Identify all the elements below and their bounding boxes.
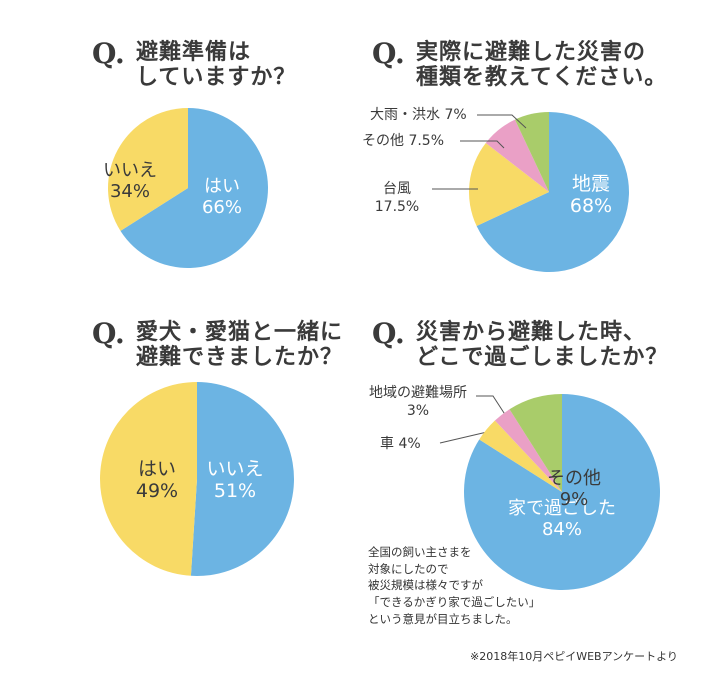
slice-label-0: いいえ <box>206 458 263 480</box>
pie-slice-1 <box>100 382 197 576</box>
question-4-text: 災害から避難した時、 どこで過ごしましたか？ <box>416 320 669 371</box>
leader-line-local <box>476 395 507 417</box>
slice-label-1: はい <box>138 458 176 480</box>
q-mark: Q. <box>92 37 125 70</box>
label-other: その他 7.5% <box>362 133 445 149</box>
slice-value-3: 9% <box>560 489 589 510</box>
slice-value-1: 49% <box>136 480 178 502</box>
pie-slice-0 <box>476 112 629 272</box>
slice-value-1: 34% <box>110 181 150 202</box>
pie-slice-1 <box>479 420 562 492</box>
q-mark: Q. <box>92 317 125 350</box>
pie-slice-1 <box>108 108 188 231</box>
pie-slice-2 <box>494 409 562 492</box>
slice-value-0: 68% <box>570 195 612 217</box>
slice-label-3: その他 <box>547 468 601 489</box>
q-mark: Q. <box>372 37 405 70</box>
pie-slice-2 <box>485 119 549 192</box>
question-1: Q. 避難準備は していますか？ <box>92 37 352 108</box>
slice-value-0: 51% <box>214 480 256 502</box>
question-4: Q. 災害から避難した時、 どこで過ごしましたか？ <box>372 317 702 388</box>
source-footnote: ※2018年10月ペピイWEBアンケートより <box>470 650 678 663</box>
q-mark: Q. <box>372 317 405 350</box>
slice-label-0: 地震 <box>572 173 610 195</box>
slice-value-0: 84% <box>542 519 582 540</box>
question-2-text: 実際に避難した災害の 種類を教えてください。 <box>416 40 668 91</box>
label-heavy-rain: 大雨・洪水 7% <box>370 107 467 123</box>
pie-slice-0 <box>190 382 295 576</box>
slice-value-0: 66% <box>202 197 242 218</box>
label-car: 車 4% <box>380 436 421 452</box>
pie-slice-1 <box>469 142 549 227</box>
leader-line-rain <box>477 114 527 129</box>
label-local-shelter: 地域の避難場所 3% <box>369 385 467 420</box>
slice-label-1: いいえ <box>103 160 157 181</box>
pie-slice-0 <box>120 108 268 268</box>
leader-line-car <box>439 431 488 444</box>
pie-slice-3 <box>514 112 549 192</box>
pie-slice-3 <box>509 394 562 492</box>
question-1-text: 避難準備は していますか？ <box>136 40 297 91</box>
question-2: Q. 実際に避難した災害の 種類を教えてください。 <box>372 37 702 108</box>
label-typhoon: 台風 17.5% <box>374 181 420 216</box>
question-3: Q. 愛犬・愛猫と一緒に 避難できましたか？ <box>92 317 352 388</box>
slice-label-0: 家で過ごした <box>508 498 616 519</box>
question-3-text: 愛犬・愛猫と一緒に 避難できましたか？ <box>136 320 344 371</box>
survey-note: 全国の飼い主さまを 対象にしたので 被災規模は様々ですが 「できるかぎり家で過ご… <box>368 545 541 626</box>
leader-line-other <box>460 140 505 149</box>
slice-label-0: はい <box>204 176 240 197</box>
